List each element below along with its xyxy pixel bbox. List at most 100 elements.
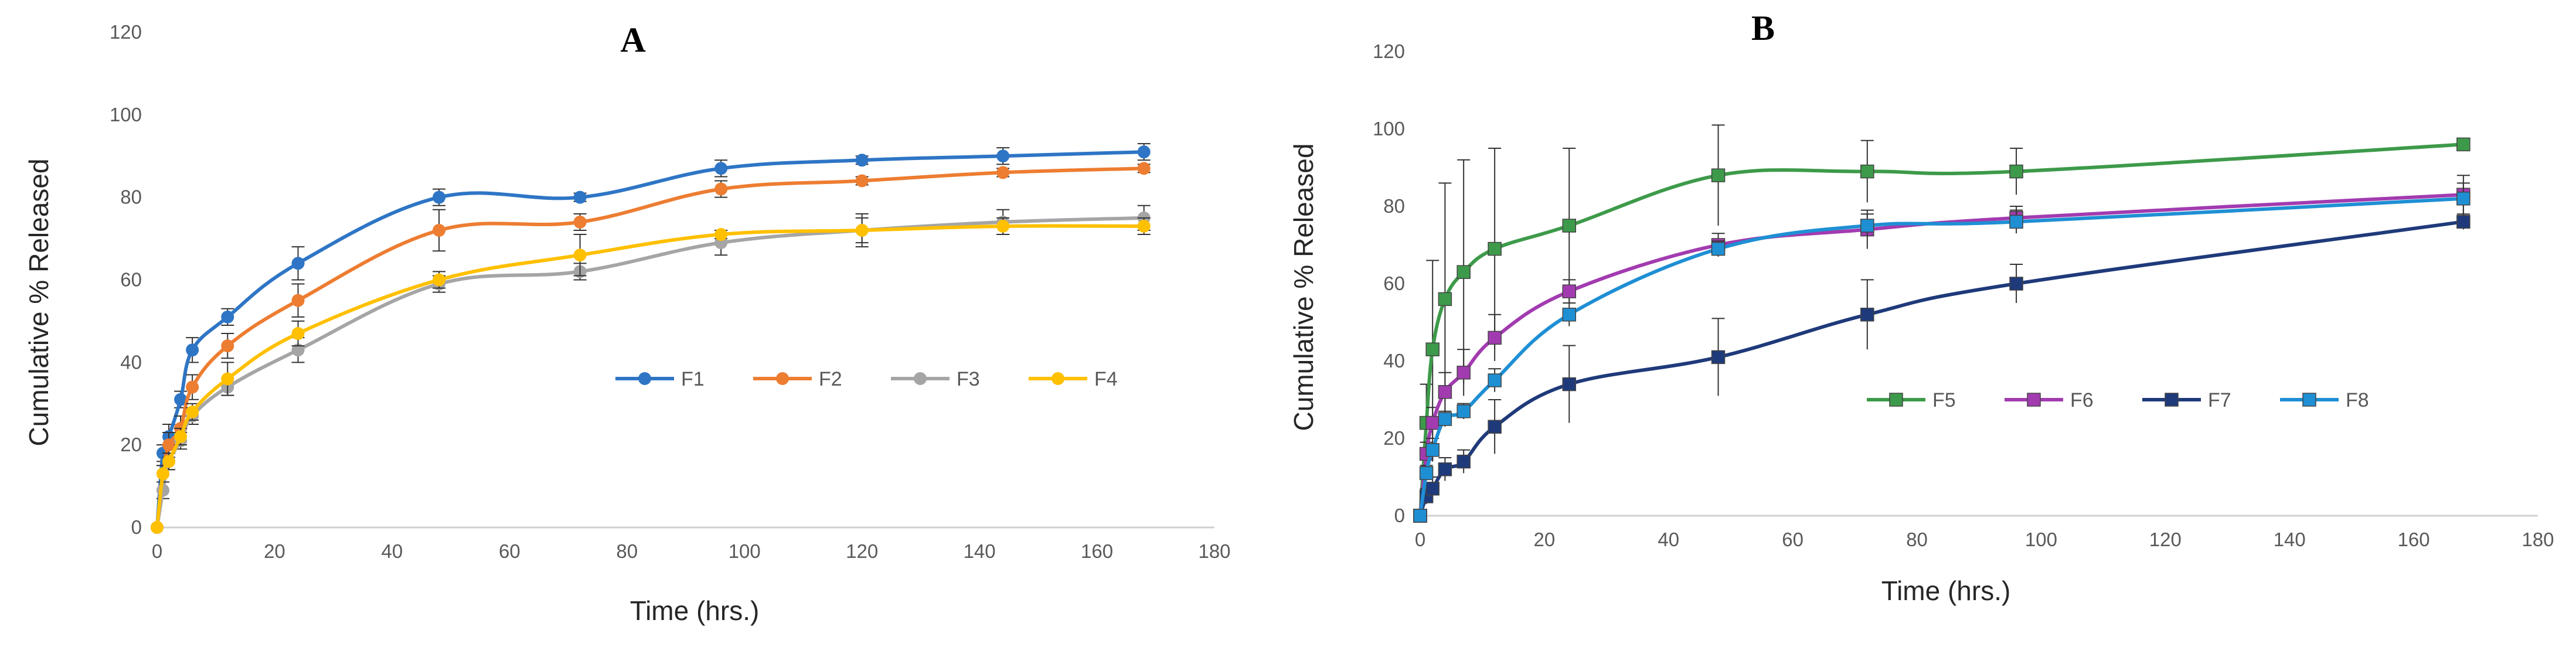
chart-b-x-tick-label: 180 xyxy=(2521,529,2554,550)
chart-b-y-axis-title: Cumulative % Released xyxy=(1288,144,1319,431)
data-point xyxy=(714,162,728,175)
data-point xyxy=(1860,219,1874,233)
data-point xyxy=(1488,331,1502,345)
data-point xyxy=(1488,420,1502,434)
data-point xyxy=(221,310,234,324)
data-point xyxy=(1860,164,1874,179)
chart-a-legend-item-f2: F2 xyxy=(753,368,842,390)
chart-a-y-axis-title: Cumulative % Released xyxy=(23,159,54,447)
data-point xyxy=(714,182,728,196)
data-point xyxy=(1419,466,1434,481)
data-point xyxy=(186,405,199,418)
data-point xyxy=(714,228,728,241)
chart-a-series-f4 xyxy=(151,213,1151,534)
data-point xyxy=(291,257,305,270)
chart-a-x-tick-label: 40 xyxy=(382,540,403,562)
data-point xyxy=(291,327,305,340)
data-point xyxy=(1457,454,1471,469)
legend-marker xyxy=(2165,393,2179,407)
chart-a-y-tick-label: 40 xyxy=(120,351,142,373)
legend-label: F3 xyxy=(957,368,980,390)
legend-label: F2 xyxy=(819,368,842,390)
data-point xyxy=(855,174,869,188)
data-point xyxy=(996,166,1010,179)
chart-b-x-tick-label: 140 xyxy=(2274,529,2306,550)
chart-a-x-tick-label: 100 xyxy=(729,540,761,562)
data-point xyxy=(1137,162,1151,175)
chart-a-x-tick-label: 0 xyxy=(152,540,162,562)
chart-a-y-tick-label: 60 xyxy=(120,269,142,291)
chart-b-legend-item-f8: F8 xyxy=(2280,389,2369,411)
legend-label: F8 xyxy=(2346,389,2369,411)
chart-panel-a: A Cumulative % Released Time (hrs.) 0 20 4… xyxy=(23,21,1231,626)
data-point xyxy=(1860,308,1874,322)
data-point xyxy=(186,380,199,394)
data-point xyxy=(291,343,305,357)
data-point xyxy=(573,190,587,204)
chart-a-legend-item-f3: F3 xyxy=(891,368,980,390)
data-point xyxy=(174,393,188,406)
data-point xyxy=(1562,219,1577,233)
legend-marker xyxy=(1052,372,1064,385)
data-point xyxy=(174,430,188,444)
chart-b-y-tick-label: 60 xyxy=(1383,273,1405,294)
data-point xyxy=(1413,509,1427,523)
data-point xyxy=(433,273,446,287)
data-point xyxy=(1425,482,1440,496)
chart-b-legend-item-f6: F6 xyxy=(2005,389,2094,411)
chart-b-x-tick-label: 160 xyxy=(2398,529,2430,550)
data-point xyxy=(2456,137,2470,152)
chart-a-x-tick-label: 80 xyxy=(616,540,638,562)
data-point xyxy=(573,248,587,262)
chart-b-y-tick-label: 0 xyxy=(1394,505,1405,526)
chart-b-x-tick-label: 100 xyxy=(2025,529,2057,550)
legend-marker xyxy=(638,372,651,385)
chart-a-x-tick-label: 180 xyxy=(1198,540,1230,562)
chart-a-x-axis-title: Time (hrs.) xyxy=(630,595,760,626)
data-point xyxy=(1488,241,1502,256)
series-line xyxy=(1418,193,2465,517)
data-point xyxy=(1137,145,1151,159)
data-point xyxy=(433,224,446,237)
data-point xyxy=(1488,373,1502,387)
chart-b-x-tick-label: 20 xyxy=(1534,529,1556,550)
data-point xyxy=(162,455,176,468)
legend-label: F7 xyxy=(2208,389,2231,411)
legend-marker xyxy=(776,372,789,385)
chart-b-x-axis-title: Time (hrs.) xyxy=(1881,576,2011,606)
data-point xyxy=(573,215,587,229)
chart-b-y-tick-label: 20 xyxy=(1383,427,1405,449)
data-point xyxy=(2456,214,2470,229)
data-point xyxy=(1711,241,1726,256)
data-point xyxy=(2009,214,2023,229)
chart-b-x-tick-label: 120 xyxy=(2149,529,2182,550)
data-point xyxy=(1562,284,1577,298)
data-point xyxy=(221,339,234,353)
data-point xyxy=(2456,192,2470,206)
legend-marker xyxy=(2027,393,2041,407)
legend-label: F4 xyxy=(1094,368,1118,390)
data-point xyxy=(1711,350,1726,365)
data-point xyxy=(433,190,446,204)
data-point xyxy=(186,343,199,357)
data-point xyxy=(1562,377,1577,391)
chart-a-title: A xyxy=(620,21,645,59)
data-point xyxy=(1457,366,1471,380)
chart-a-legend-item-f1: F1 xyxy=(615,368,705,390)
data-point xyxy=(162,438,176,452)
series-line xyxy=(1418,220,2465,517)
data-point xyxy=(855,224,869,237)
chart-a-y-tick-label: 120 xyxy=(110,21,142,43)
legend-label: F6 xyxy=(2070,389,2094,411)
chart-a-x-tick-label: 120 xyxy=(846,540,878,562)
chart-panel-b: B Cumulative % Released Time (hrs.) 0 20 4… xyxy=(1288,9,2554,606)
data-point xyxy=(2009,164,2023,179)
chart-b-x-tick-label: 0 xyxy=(1415,529,1425,550)
legend-marker xyxy=(914,372,927,385)
data-point xyxy=(1457,404,1471,418)
chart-b-legend-item-f7: F7 xyxy=(2142,389,2231,411)
legend-marker xyxy=(1889,393,1903,407)
chart-a-x-tick-label: 20 xyxy=(264,540,285,562)
chart-b-y-tick-label: 120 xyxy=(1373,40,1405,62)
